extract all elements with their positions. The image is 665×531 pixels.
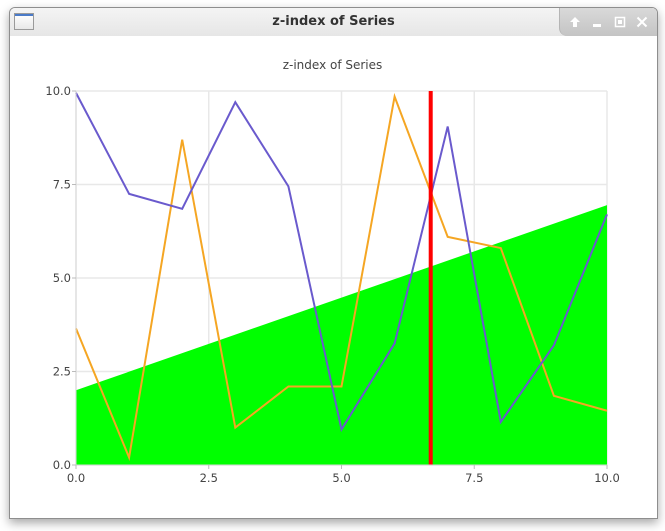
y-tick-label: 10.0 (45, 84, 71, 98)
line-series-orange (75, 92, 608, 462)
x-tick-label: 7.5 (465, 471, 483, 485)
minimize-icon[interactable] (589, 14, 605, 30)
window-title: z-index of Series (272, 14, 395, 29)
title-bar[interactable]: z-index of Series (10, 8, 657, 36)
x-tick-label: 0.0 (67, 471, 85, 485)
x-tick-label: 10.0 (594, 471, 620, 485)
y-tick-label: 0.0 (53, 458, 71, 472)
x-tick-label: 2.5 (200, 471, 218, 485)
y-tick-label: 5.0 (53, 271, 71, 285)
y-tick-label: 2.5 (53, 365, 71, 379)
y-tick-label: 7.5 (53, 178, 71, 192)
window-controls (559, 8, 657, 36)
close-icon[interactable] (634, 14, 650, 30)
line-series-purple (75, 92, 608, 433)
up-icon[interactable] (567, 14, 583, 30)
window-icon[interactable] (14, 13, 34, 30)
maximize-icon[interactable] (612, 14, 628, 30)
chart-title: z-index of Series (282, 58, 383, 72)
x-tick-label: 5.0 (332, 471, 350, 485)
